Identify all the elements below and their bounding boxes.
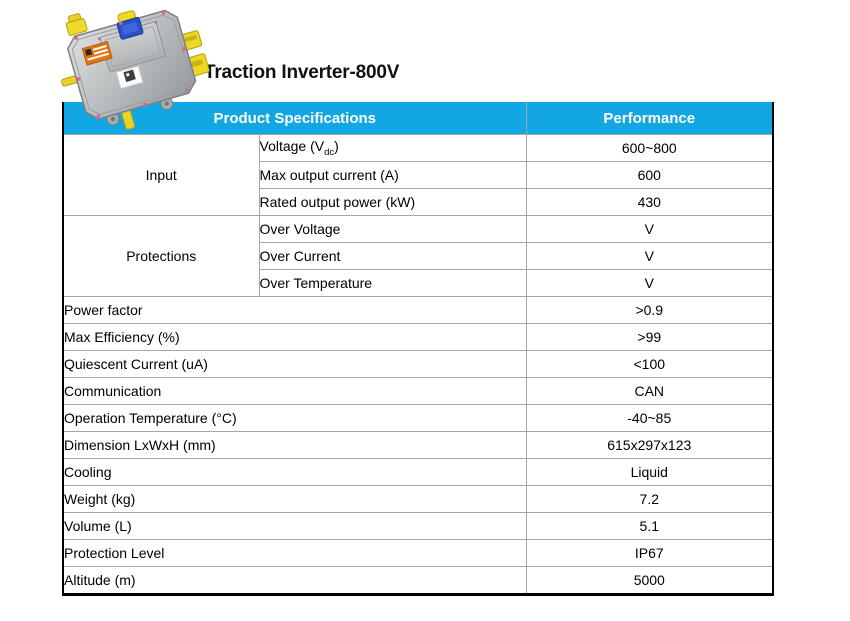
table-row: Over Temperature V <box>63 269 774 297</box>
spec-value-protection-level: IP67 <box>525 539 774 567</box>
spec-label-power-factor: Power factor <box>62 296 527 324</box>
spec-value-rated-output-power: 430 <box>525 188 774 216</box>
page-title: Traction Inverter-800V <box>204 62 400 83</box>
spec-label-volume: Volume (L) <box>62 512 527 540</box>
spec-value-weight: 7.2 <box>525 485 774 513</box>
spec-label-voltage: Voltage (Vdc) <box>258 134 527 162</box>
spec-label-quiescent-current: Quiescent Current (uA) <box>62 350 527 378</box>
table-row: Input Voltage (Vdc) 600~800 <box>62 134 774 216</box>
spec-label-dimension: Dimension LxWxH (mm) <box>62 431 527 459</box>
spec-label-over-temperature: Over Temperature <box>258 269 527 297</box>
spec-label-cooling: Cooling <box>62 458 527 486</box>
spec-value-dimension: 615x297x123 <box>525 431 774 459</box>
spec-value-cooling: Liquid <box>525 458 774 486</box>
spec-value-max-efficiency: >99 <box>525 323 774 351</box>
table-row: Over Current V <box>63 242 774 270</box>
spec-label-over-voltage: Over Voltage <box>258 215 527 243</box>
spec-value-over-voltage: V <box>525 215 774 243</box>
table-row: Max Efficiency (%) >99 <box>62 323 774 351</box>
spec-value-max-output-current: 600 <box>525 161 774 189</box>
spec-label-weight: Weight (kg) <box>62 485 527 513</box>
spec-value-communication: CAN <box>525 377 774 405</box>
spec-value-power-factor: >0.9 <box>525 296 774 324</box>
table-row: Operation Temperature (°C) -40~85 <box>62 404 774 432</box>
table-row: Weight (kg) 7.2 <box>62 485 774 513</box>
table-row: Quiescent Current (uA) <100 <box>62 350 774 378</box>
inverter-product-photo-icon <box>61 9 210 130</box>
table-row: Altitude (m) 5000 <box>62 566 774 595</box>
spec-value-over-temperature: V <box>525 269 774 297</box>
subscript-dc: dc <box>324 146 335 158</box>
spec-value-quiescent-current: <100 <box>525 350 774 378</box>
table-row: Power factor >0.9 <box>62 296 774 324</box>
spec-table: Product Specifications Performance Input… <box>62 102 775 596</box>
spec-label-altitude: Altitude (m) <box>62 566 527 595</box>
table-row: Dimension LxWxH (mm) 615x297x123 <box>62 431 774 459</box>
table-row: Protections Over Voltage V <box>62 215 774 297</box>
spec-value-operation-temperature: -40~85 <box>525 404 774 432</box>
spec-label-over-current: Over Current <box>258 242 527 270</box>
spec-label-communication: Communication <box>62 377 527 405</box>
spec-label-protection-level: Protection Level <box>62 539 527 567</box>
table-row: Cooling Liquid <box>62 458 774 486</box>
table-row: Max output current (A) 600 <box>63 161 774 189</box>
spec-label-operation-temperature: Operation Temperature (°C) <box>62 404 527 432</box>
table-row: Communication CAN <box>62 377 774 405</box>
spec-label-max-output-current: Max output current (A) <box>258 161 527 189</box>
spec-label-rated-output-power: Rated output power (kW) <box>258 188 527 216</box>
table-row: Protection Level IP67 <box>62 539 774 567</box>
group-label-input: Input <box>62 134 260 216</box>
spec-label-max-efficiency: Max Efficiency (%) <box>62 323 527 351</box>
spec-value-volume: 5.1 <box>525 512 774 540</box>
spec-value-over-current: V <box>525 242 774 270</box>
header-performance: Performance <box>525 102 774 135</box>
table-row: Volume (L) 5.1 <box>62 512 774 540</box>
group-label-protections: Protections <box>62 215 260 297</box>
spec-value-voltage: 600~800 <box>525 134 774 162</box>
spec-value-altitude: 5000 <box>525 566 774 595</box>
